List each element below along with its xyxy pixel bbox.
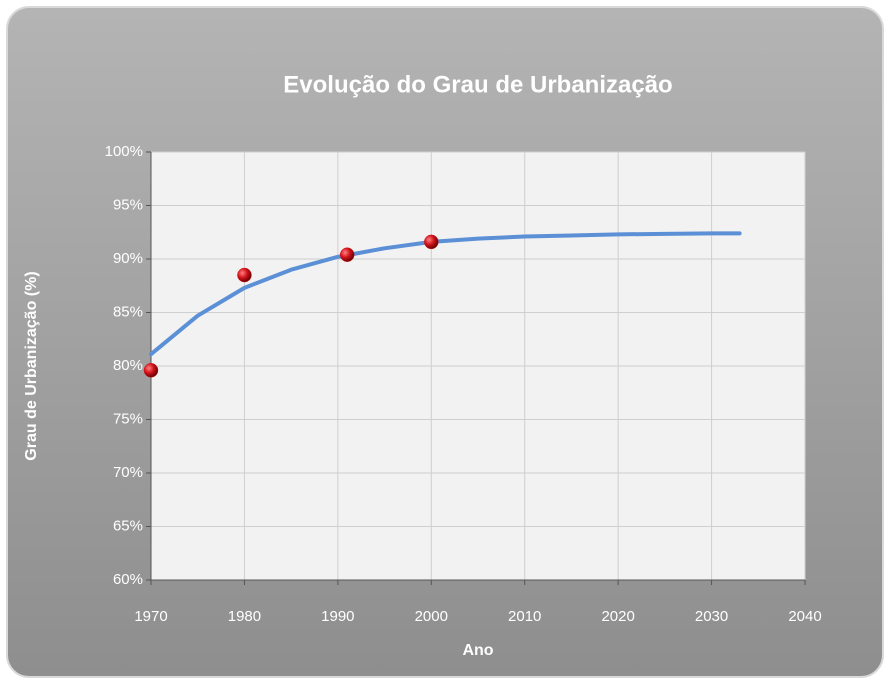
y-tick-label: 65% xyxy=(113,517,143,534)
trend-line xyxy=(149,231,742,357)
x-axis-label: Ano xyxy=(462,642,493,659)
data-point xyxy=(237,267,252,283)
y-tick-label: 85% xyxy=(113,303,143,320)
y-axis-label: Grau de Urbanização (%) xyxy=(23,271,40,460)
chart-title: Evolução do Grau de Urbanização xyxy=(283,71,672,98)
y-tick-label: 60% xyxy=(113,571,143,588)
y-tick-label: 90% xyxy=(113,250,143,267)
x-tick-label: 2040 xyxy=(788,608,821,625)
data-point xyxy=(143,363,159,378)
y-tick-label: 100% xyxy=(105,143,143,160)
x-tick-label: 1990 xyxy=(321,608,354,625)
x-tick-label: 2030 xyxy=(695,608,728,625)
x-tick-label: 2010 xyxy=(508,608,541,625)
y-tick-label: 75% xyxy=(113,410,143,427)
x-tick-label: 1980 xyxy=(228,608,261,625)
y-tick-label: 95% xyxy=(113,196,143,213)
x-tick-label: 2020 xyxy=(601,608,634,625)
x-tick-label: 1970 xyxy=(134,608,167,625)
y-tick-label: 80% xyxy=(113,357,143,374)
data-point xyxy=(424,234,439,250)
x-tick-label: 2000 xyxy=(415,608,448,625)
y-tick-label: 70% xyxy=(113,464,143,481)
data-point xyxy=(339,247,355,262)
